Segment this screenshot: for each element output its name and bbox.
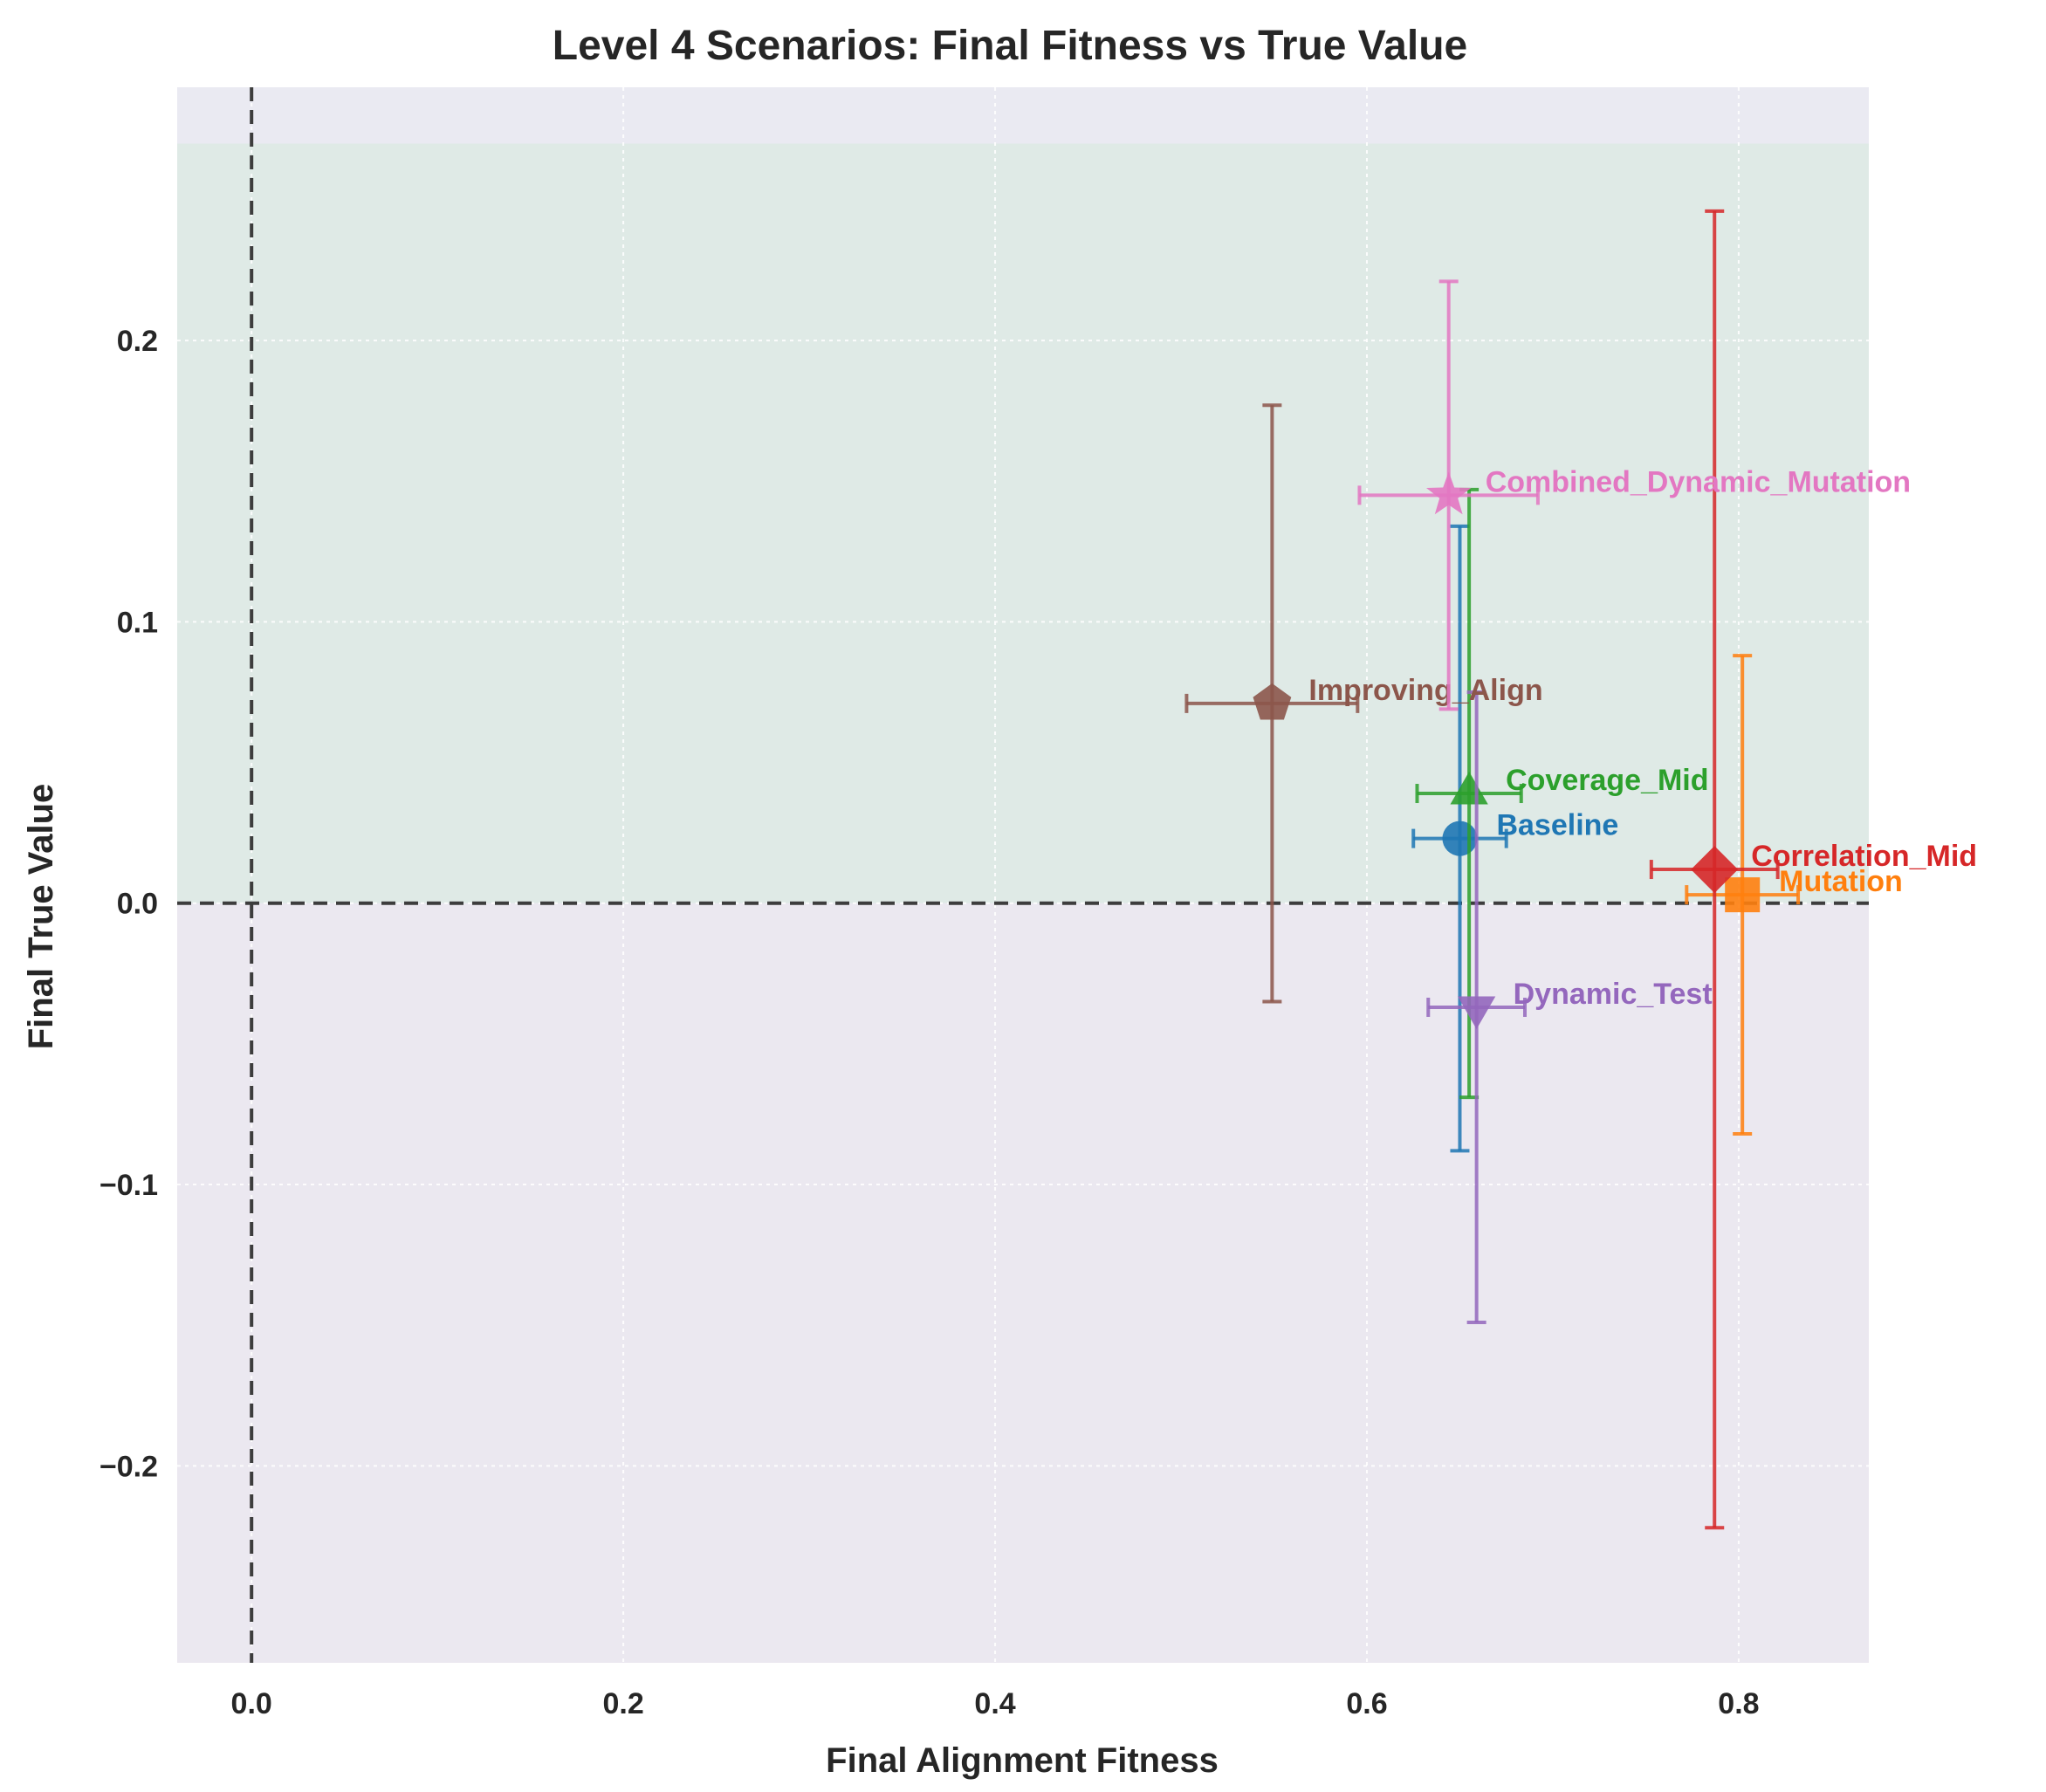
- data-point-group: Dynamic_Test: [1426, 690, 1713, 1324]
- x-tick-label: 0.0: [231, 1687, 272, 1720]
- point-label: Correlation_Mid: [1751, 840, 1977, 873]
- point-label: Dynamic_Test: [1514, 978, 1713, 1011]
- data-point-group: Mutation: [1685, 654, 1903, 1136]
- data-point: [1442, 820, 1478, 856]
- point-label: Combined_Dynamic_Mutation: [1486, 465, 1911, 498]
- data-point: [1426, 471, 1472, 515]
- y-tick-label: 0.0: [117, 888, 158, 921]
- y-tick-label: −0.2: [100, 1450, 158, 1483]
- data-point-group: Correlation_Mid: [1649, 209, 1977, 1530]
- y-tick-label: −0.1: [100, 1169, 158, 1202]
- x-axis-label: Final Alignment Fitness: [826, 1741, 1219, 1780]
- data-point-group: Combined_Dynamic_Mutation: [1357, 279, 1911, 711]
- plot-area: 0.0 0.2 0.4 0.6 0.8 −0.2 −0.1 0.0 0.1 0.2 Baseline…: [100, 87, 1977, 1720]
- point-label: Improving_Align: [1308, 674, 1542, 707]
- data-point: [1691, 846, 1739, 894]
- data-point: [1725, 877, 1761, 913]
- point-label: Mutation: [1779, 865, 1903, 898]
- x-tick-label: 0.2: [602, 1687, 643, 1720]
- y-tick-label: 0.1: [117, 606, 158, 639]
- data-point-group: Coverage_Mid: [1415, 487, 1709, 1100]
- chart-title: Level 4 Scenarios: Final Fitness vs True…: [553, 23, 1467, 69]
- point-label: Coverage_Mid: [1506, 764, 1708, 797]
- x-tick-label: 0.4: [974, 1687, 1015, 1720]
- data-point: [1450, 772, 1488, 805]
- y-tick-label: 0.2: [117, 325, 158, 358]
- negative-region: [177, 903, 1869, 1663]
- point-label: Baseline: [1496, 809, 1618, 842]
- x-tick-label: 0.6: [1346, 1687, 1387, 1720]
- y-axis-label: Final True Value: [22, 784, 60, 1050]
- data-point: [1458, 996, 1496, 1029]
- x-tick-label: 0.8: [1718, 1687, 1759, 1720]
- data-point-group: Improving_Align: [1184, 403, 1543, 1004]
- data-point: [1253, 683, 1292, 720]
- positive-region: [177, 143, 1869, 903]
